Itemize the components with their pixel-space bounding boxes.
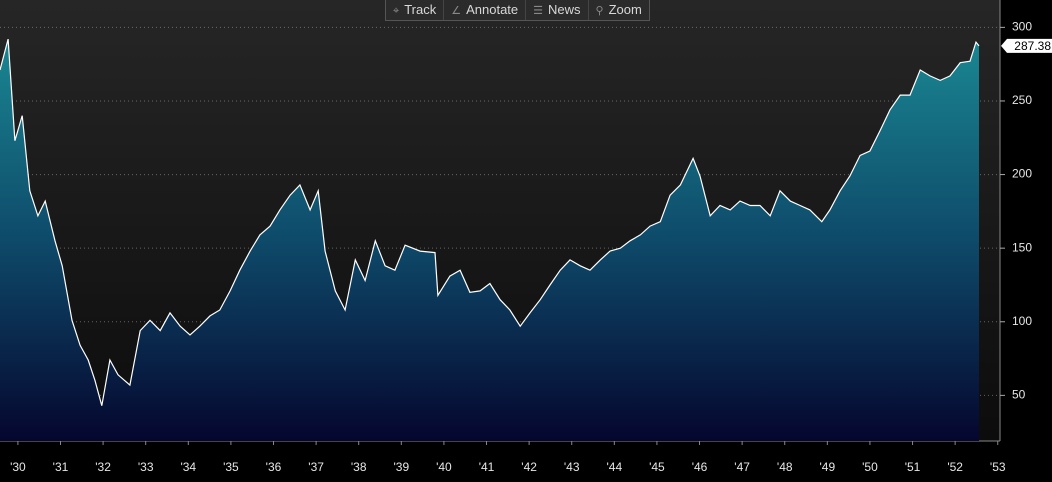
x-tick-label: '50 — [862, 460, 878, 474]
x-tick-label: '41 — [479, 460, 495, 474]
x-tick-label: '31 — [53, 460, 69, 474]
button-label: Track — [404, 2, 437, 17]
x-tick-label: '52 — [947, 460, 963, 474]
line — [0, 38, 980, 406]
button-label: Annotate — [466, 2, 519, 17]
x-tick-label: '40 — [436, 460, 452, 474]
y-tick-label: 200 — [1012, 167, 1032, 181]
x-tick-label: '43 — [564, 460, 580, 474]
x-tick-label: '45 — [649, 460, 665, 474]
annotate-button[interactable]: ∠ Annotate — [444, 0, 527, 20]
y-tick-label: 250 — [1012, 93, 1032, 107]
y-tick-label: 300 — [1012, 20, 1032, 34]
x-tick-label: '48 — [777, 460, 793, 474]
x-tick-label: '37 — [308, 460, 324, 474]
x-tick-label: '35 — [223, 460, 239, 474]
button-label: News — [548, 2, 581, 17]
x-tick-label: '34 — [180, 460, 196, 474]
x-tick-label: '39 — [393, 460, 409, 474]
x-tick-label: '30 — [10, 460, 26, 474]
zoom-button[interactable]: ⚲ Zoom — [595, 2, 642, 17]
x-tick-label: '44 — [607, 460, 623, 474]
x-tick-label: '49 — [820, 460, 836, 474]
x-tick-label: '47 — [734, 460, 750, 474]
x-tick-label: '38 — [351, 460, 367, 474]
y-tick-label: 100 — [1012, 314, 1032, 328]
x-tick-label: '42 — [521, 460, 537, 474]
toolbar: ⌖ Track ∠ Annotate ☰ News ⚲ Zoom — [385, 0, 650, 21]
button-label: Zoom — [608, 2, 642, 17]
x-tick-label: '33 — [138, 460, 154, 474]
x-tick-label: '46 — [692, 460, 708, 474]
track-button[interactable]: ⌖ Track — [386, 0, 445, 20]
x-tick-label: '53 — [990, 460, 1006, 474]
x-tick-label: '51 — [905, 460, 921, 474]
x-tick-label: '32 — [95, 460, 111, 474]
x-tick-label: '36 — [266, 460, 282, 474]
y-tick-label: 50 — [1012, 388, 1026, 402]
y-tick-label: 150 — [1012, 240, 1032, 254]
last-value-label: 287.38 — [1014, 39, 1051, 53]
area — [0, 39, 979, 441]
last-value-box — [1001, 38, 1052, 53]
news-button[interactable]: ☰ News — [526, 0, 589, 20]
